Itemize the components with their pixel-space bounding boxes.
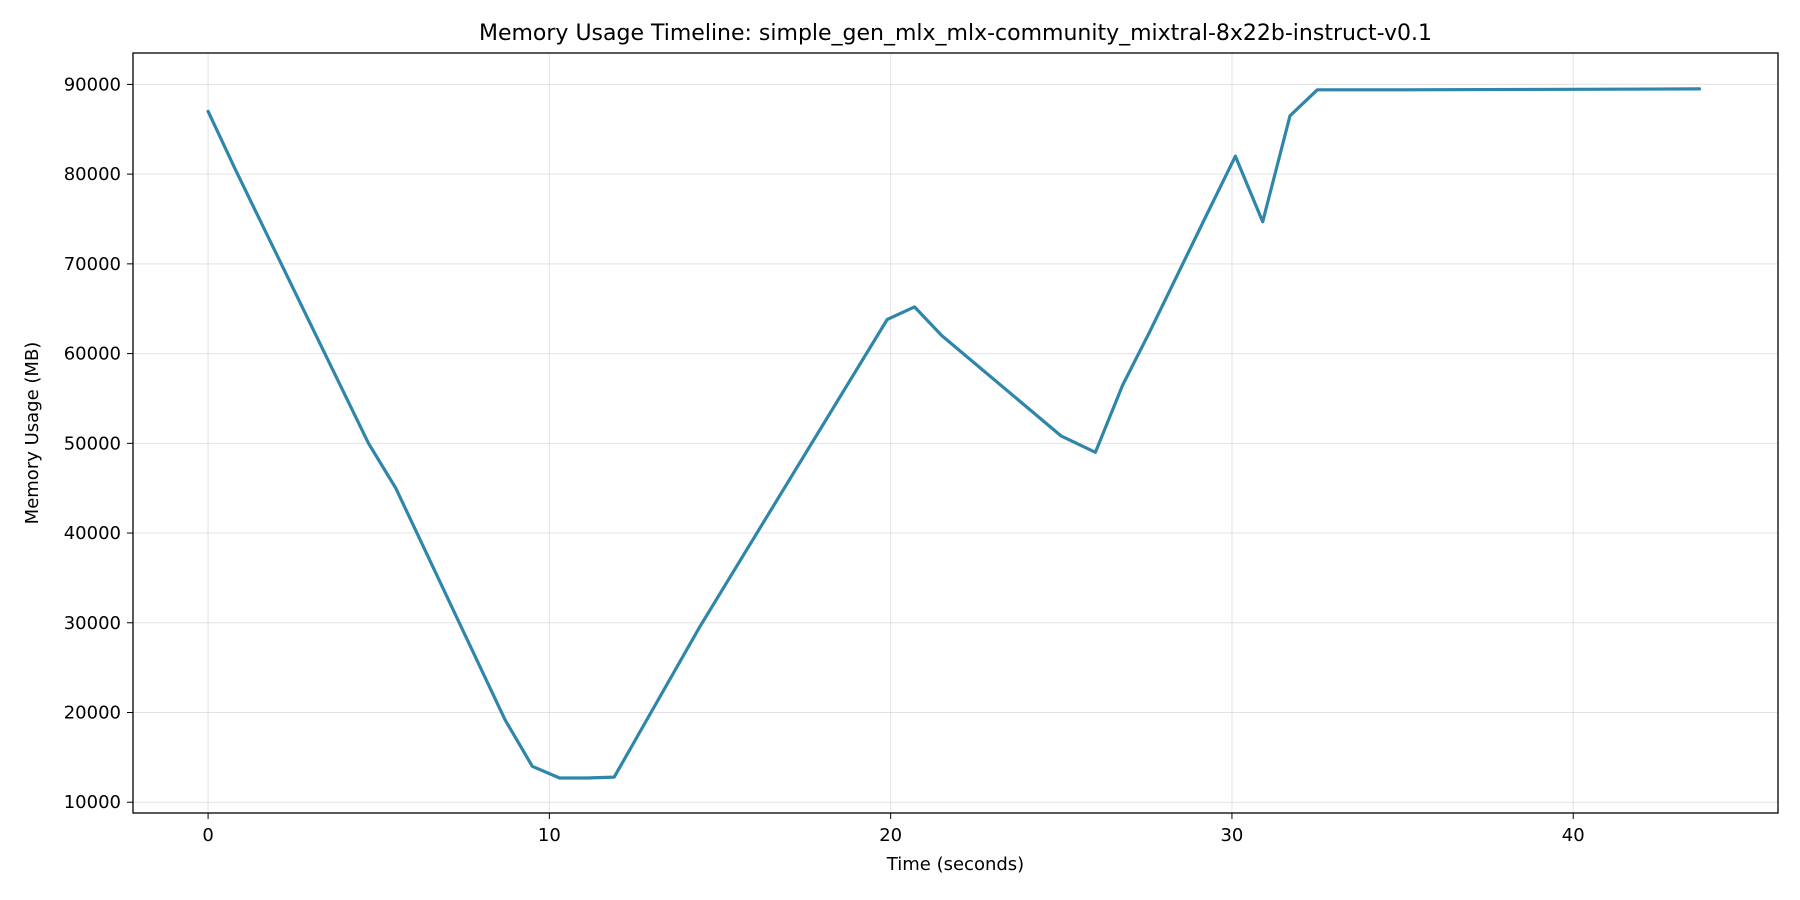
x-tick-label: 0 xyxy=(202,825,213,846)
x-tick-label: 40 xyxy=(1562,825,1585,846)
x-tick-label: 30 xyxy=(1220,825,1243,846)
y-tick-label: 10000 xyxy=(64,792,121,813)
series-layer xyxy=(206,87,1702,780)
y-tick-label: 30000 xyxy=(64,613,121,634)
y-tick-label: 90000 xyxy=(64,74,121,95)
x-axis-label: Time (seconds) xyxy=(886,854,1024,875)
grid xyxy=(133,53,1778,813)
x-tick-label: 10 xyxy=(538,825,561,846)
chart-title: Memory Usage Timeline: simple_gen_mlx_ml… xyxy=(479,21,1432,46)
x-tick-label: 20 xyxy=(879,825,902,846)
plot-frame xyxy=(132,52,1779,814)
ticks: 0 10 20 30 40 10000 20000 30000 40000 50000 60000 7… xyxy=(64,74,1585,846)
y-tick-label: 80000 xyxy=(64,164,121,185)
series-line-memory-usage xyxy=(206,87,1702,780)
y-tick-label: 40000 xyxy=(64,523,121,544)
y-tick-label: 20000 xyxy=(64,703,121,724)
y-axis-label: Memory Usage (MB) xyxy=(22,342,43,525)
y-tick-label: 50000 xyxy=(64,433,121,454)
y-tick-label: 70000 xyxy=(64,254,121,275)
y-tick-label: 60000 xyxy=(64,344,121,365)
